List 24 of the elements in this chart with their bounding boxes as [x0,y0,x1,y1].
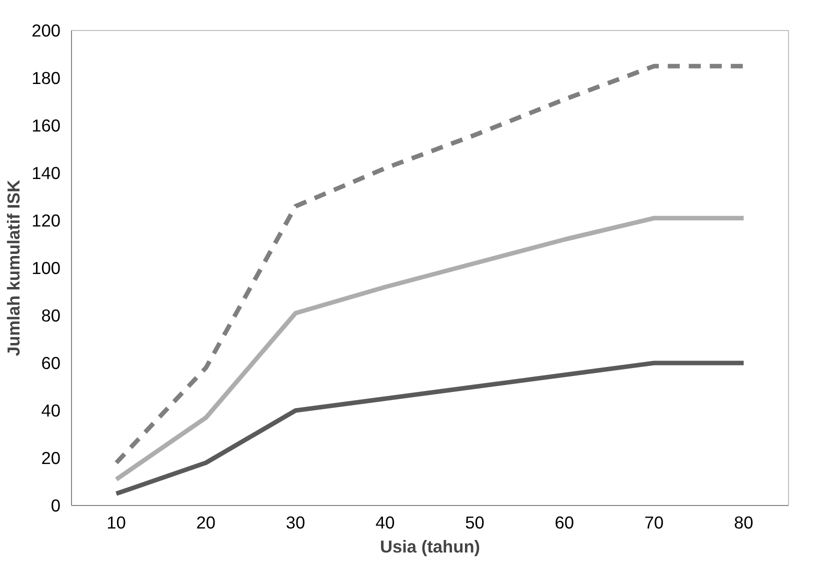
y-tick-label: 160 [32,116,61,136]
line-series [114,64,746,465]
x-tick-label: 80 [734,512,754,532]
x-tick-label: 40 [376,512,395,532]
y-tick-label: 0 [50,496,61,516]
y-tick-label: 200 [32,20,61,40]
x-tick-label: 60 [554,512,574,532]
y-tick-label: 20 [41,448,61,468]
y-tick-label: 80 [41,306,61,326]
y-tick-label: 60 [41,353,61,373]
y-axis-title: Jumlah kumulatif ISK [4,179,24,356]
y-tick-label: 180 [32,68,61,88]
x-tick-label: 30 [286,512,306,532]
y-tick-label: 120 [32,210,61,230]
x-tick-label: 50 [465,512,484,532]
x-tick-label: 70 [644,512,664,532]
x-tick-label: 10 [106,512,126,532]
y-tick-label: 40 [41,400,61,420]
y-tick-label: 140 [32,163,61,183]
y-tick-label: 100 [32,258,61,278]
line-series [114,360,746,496]
x-tick-label: 20 [196,512,216,532]
x-axis-title: Usia (tahun) [380,536,480,556]
line-series [114,216,746,482]
